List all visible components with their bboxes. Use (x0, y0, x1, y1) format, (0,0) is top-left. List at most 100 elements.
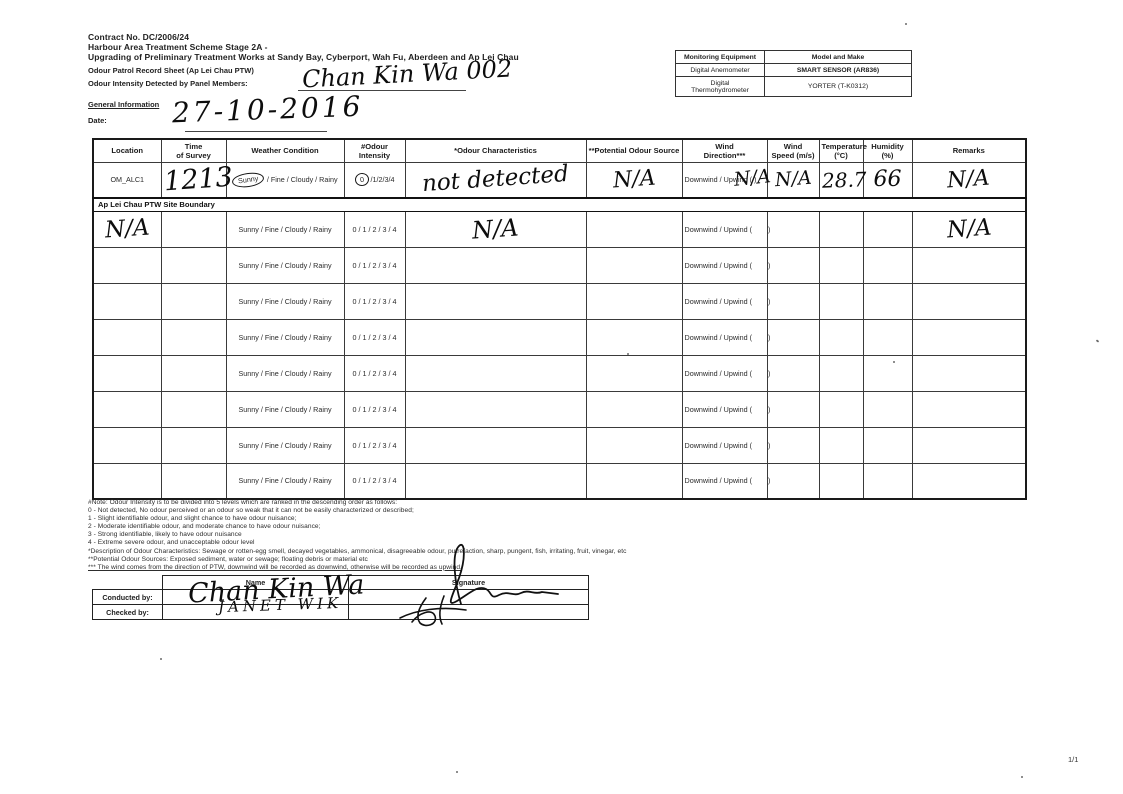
weather-cell: Sunny / Fine / Cloudy / Rainy (225, 161, 345, 199)
scheme-title-line2: Upgrading of Preliminary Treatment Works… (88, 52, 519, 62)
humidity-cell: 66 (862, 161, 913, 199)
weather-cell: Sunny / Fine / Cloudy / Rainy (225, 282, 345, 320)
location-cell: OM_ALC1 (92, 161, 162, 199)
panel-members-underline (298, 90, 466, 91)
footnote-line: **Potential Odour Sources: Exposed sedim… (88, 555, 368, 563)
weather-cell: Sunny / Fine / Cloudy / Rainy (225, 426, 345, 464)
humidity-cell (862, 462, 913, 500)
survey-row-boundary-1: N/A Sunny / Fine / Cloudy / Rainy 0 / 1 … (92, 210, 1027, 248)
characteristics-cell: not detected (404, 161, 587, 199)
temperature-cell (818, 282, 864, 320)
survey-row-blank: Sunny / Fine / Cloudy / Rainy 0 / 1 / 2 … (92, 318, 1027, 356)
characteristics-cell (404, 462, 587, 500)
location-handwritten: N/A (104, 213, 151, 244)
time-cell (160, 318, 227, 356)
source-cell (585, 282, 683, 320)
wind-direction-cell: Downwind / Upwind ( ) (681, 282, 770, 320)
location-cell (92, 390, 162, 428)
footnote-line: 4 - Extreme severe odour, and unacceptab… (88, 539, 255, 547)
wind-speed-cell (766, 462, 820, 500)
odour-survey-table: Location Time of Survey Weather Conditio… (92, 138, 1027, 500)
general-information-label: General Information (88, 100, 160, 109)
time-cell: 1213 (160, 161, 233, 199)
weather-cell: Sunny / Fine / Cloudy / Rainy (225, 462, 345, 500)
remarks-cell (911, 246, 1027, 284)
wind-speed-handwritten: N/A (773, 166, 813, 192)
time-cell (160, 462, 227, 500)
footnote-line: 0 - Not detected, No odour perceived or … (88, 507, 414, 515)
equipment-model: YORTER (T-K0312) (764, 76, 912, 97)
location-cell (92, 318, 162, 356)
equipment-row: Digital Anemometer SMART SENSOR (AR836) (675, 63, 912, 77)
col-header-intensity: #Odour Intensity (343, 138, 406, 163)
remarks-cell (911, 426, 1027, 464)
survey-row-blank: Sunny / Fine / Cloudy / Rainy 0 / 1 / 2 … (92, 354, 1027, 392)
wind-direction-options: Downwind / Upwind ( (684, 175, 753, 185)
weather-cell: Sunny / Fine / Cloudy / Rainy (225, 390, 345, 428)
footnote-line: 2 - Moderate identifiable odour, and mod… (88, 523, 321, 531)
checked-by-signature-cell (348, 604, 589, 620)
scheme-title-line1: Harbour Area Treatment Scheme Stage 2A - (88, 42, 268, 52)
page-number: 1/1 (1068, 755, 1079, 764)
humidity-cell (862, 354, 913, 392)
conducted-by-label: Conducted by: (92, 589, 163, 605)
time-cell (160, 210, 227, 248)
col-header-wind-direction: Wind Direction*** (681, 138, 768, 163)
temperature-handwritten: 28.7 (821, 166, 867, 193)
wind-direction-handwritten: N/A (732, 164, 772, 191)
scan-speck (456, 771, 458, 773)
intensity-cell: 0 / 1 / 2 / 3 / 4 (343, 426, 406, 464)
survey-row-blank: Sunny / Fine / Cloudy / Rainy 0 / 1 / 2 … (92, 390, 1027, 428)
temperature-cell (818, 210, 864, 248)
wind-speed-cell (766, 318, 820, 356)
wind-direction-cell: Downwind / Upwind ( ) (681, 426, 770, 464)
intensity-options-rest: /1/2/3/4 (368, 175, 395, 185)
date-label: Date: (88, 116, 107, 125)
contract-number: Contract No. DC/2006/24 (88, 32, 190, 42)
scan-speck (905, 23, 907, 25)
col-header-wind-speed: Wind Speed (m/s) (766, 138, 820, 163)
weather-cell: Sunny / Fine / Cloudy / Rainy (225, 246, 345, 284)
time-cell (160, 246, 227, 284)
checked-by-label: Checked by: (92, 604, 163, 620)
location-cell: N/A (92, 210, 162, 248)
weather-cell: Sunny / Fine / Cloudy / Rainy (225, 210, 345, 248)
survey-row-blank: Sunny / Fine / Cloudy / Rainy 0 / 1 / 2 … (92, 282, 1027, 320)
time-cell (160, 354, 227, 392)
location-cell (92, 246, 162, 284)
source-cell (585, 318, 683, 356)
intensity-cell: 0 / 1 / 2 / 3 / 4 (343, 282, 406, 320)
remarks-cell (911, 462, 1027, 500)
footnote-line: *Description of Odour Characteristics: S… (88, 547, 627, 555)
location-cell (92, 282, 162, 320)
remarks-cell (911, 318, 1027, 356)
col-header-humidity: Humidity (%) (862, 138, 913, 163)
wind-speed-cell (766, 426, 820, 464)
checked-by-handwritten-name: JANET WIK (217, 593, 343, 617)
source-cell (585, 246, 683, 284)
scan-speck (893, 361, 895, 363)
characteristics-handwritten: N/A (471, 213, 520, 245)
scan-speck (160, 658, 162, 660)
wind-direction-cell: Downwind / Upwind ( ) (681, 462, 770, 500)
equipment-model: SMART SENSOR (AR836) (764, 63, 912, 77)
footnote-line: 1 - Slight identifiable odour, and sligh… (88, 515, 297, 523)
characteristics-cell (404, 390, 587, 428)
characteristics-cell: N/A (404, 210, 587, 248)
characteristics-cell (404, 282, 587, 320)
humidity-cell (862, 390, 913, 428)
remarks-cell (911, 390, 1027, 428)
checked-by-signature-scribble (399, 595, 467, 627)
intensity-cell: 0 / 1 / 2 / 3 / 4 (343, 246, 406, 284)
intensity-cell: 0 / 1 / 2 / 3 / 4 (343, 390, 406, 428)
wind-speed-cell (766, 210, 820, 248)
checked-by-row: Checked by: (92, 604, 589, 620)
conducted-by-row: Conducted by: (92, 589, 589, 605)
weather-options-rest: / Fine / Cloudy / Rainy (264, 174, 338, 184)
time-handwritten: 1213 (162, 161, 234, 198)
humidity-cell (862, 210, 913, 248)
circled-weather-option: Sunny (231, 170, 266, 189)
section-header-row: Ap Lei Chau PTW Site Boundary (92, 197, 1027, 212)
humidity-cell (862, 318, 913, 356)
